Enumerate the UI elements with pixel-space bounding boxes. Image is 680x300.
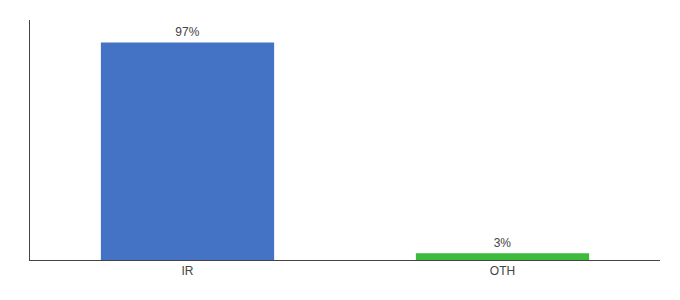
svg-text:3%: 3% — [494, 236, 512, 250]
svg-text:97%: 97% — [175, 25, 199, 39]
svg-text:OTH: OTH — [490, 264, 515, 278]
svg-text:IR: IR — [182, 264, 194, 278]
